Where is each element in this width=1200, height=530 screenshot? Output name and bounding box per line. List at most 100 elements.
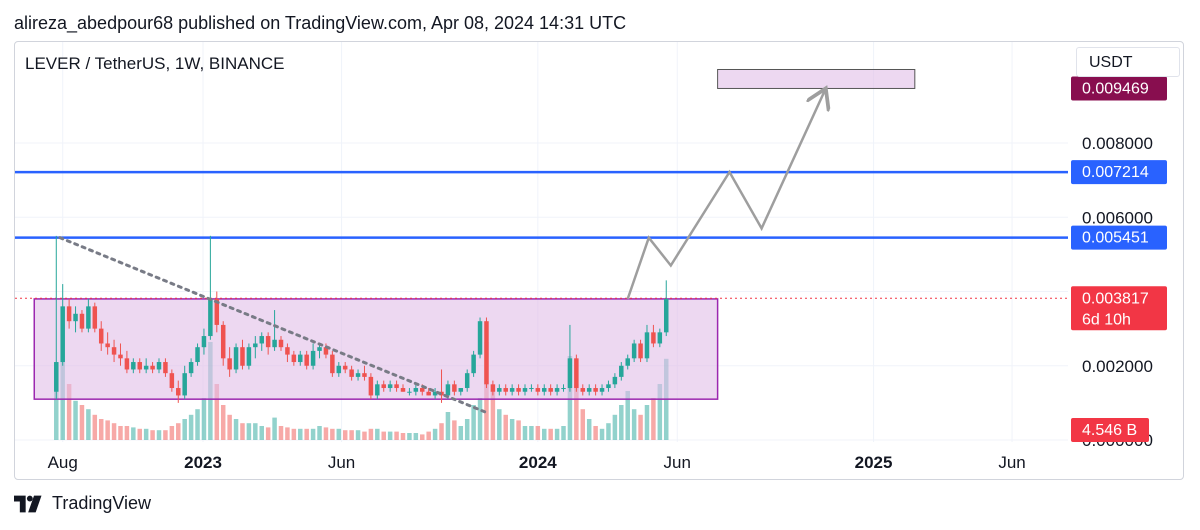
candle-body: [580, 388, 586, 392]
volume-bar: [66, 384, 72, 440]
candle-body: [432, 391, 438, 396]
candle-body: [413, 388, 419, 392]
candle-body: [400, 388, 406, 392]
tradingview-logo-icon: [14, 495, 42, 512]
candle-body: [471, 354, 476, 374]
volume-bar: [163, 430, 168, 440]
candle-body: [182, 373, 187, 396]
volume-bar: [522, 426, 528, 440]
candle-body: [407, 391, 412, 393]
volume-bar: [452, 420, 457, 440]
volume-bar: [638, 414, 643, 440]
volume-bar: [586, 419, 592, 440]
volume-bar: [368, 428, 374, 440]
candle-body: [291, 354, 297, 363]
candle-body: [92, 306, 98, 329]
candle-body: [561, 388, 566, 390]
target-box: [717, 68, 916, 89]
volume-bar: [407, 433, 412, 440]
time-tick-label: Jun: [328, 453, 355, 472]
candle-body: [509, 388, 515, 392]
candles: [54, 235, 669, 403]
volume-bar: [54, 367, 59, 440]
volume-bar: [265, 427, 271, 440]
volume-bar: [400, 433, 406, 440]
candle-body: [253, 343, 258, 348]
volume-bar: [278, 426, 284, 440]
volume-bar: [86, 409, 91, 440]
dotted-trendline: [58, 236, 488, 414]
candle-body: [651, 332, 656, 344]
volume-bar: [188, 414, 194, 440]
price-tick-label: 0.008000: [1082, 134, 1153, 153]
candle-body: [381, 384, 386, 389]
volume-bar: [330, 428, 335, 440]
candle-body: [86, 306, 91, 329]
candle-body: [420, 388, 425, 392]
time-axis: Aug 2023 Jun 2024 Jun 2025 Jun: [48, 453, 1026, 472]
volume-bar: [535, 426, 541, 440]
candle-body: [265, 336, 271, 348]
volume-bar: [413, 433, 419, 440]
volume-bar: [259, 426, 264, 440]
volume-bar: [317, 426, 322, 440]
candle-body: [195, 347, 200, 363]
volume-bar: [375, 428, 380, 440]
candle-body: [586, 388, 592, 392]
candle-body: [503, 388, 508, 392]
candle-body: [452, 384, 457, 392]
tradingview-footer[interactable]: TradingView: [14, 493, 151, 514]
candle-body: [310, 350, 316, 366]
volume-bar: [548, 428, 553, 440]
volume-bar: [355, 430, 361, 440]
candle-body: [644, 332, 650, 359]
price-tag-badge: [1071, 286, 1167, 331]
volume-bar: [529, 426, 534, 440]
price-tag-label: 0.003817: [1082, 290, 1149, 307]
volume-bar: [599, 428, 605, 440]
candle-body: [606, 384, 611, 389]
volume-bar: [92, 414, 98, 440]
time-tick-label: 2025: [855, 453, 893, 472]
publisher-header: alireza_abedpour68 published on TradingV…: [14, 13, 627, 33]
candle-body: [355, 373, 361, 377]
volume-bar: [150, 430, 155, 440]
candle-body: [278, 339, 284, 348]
candle-body: [484, 321, 489, 385]
volume-bar: [298, 428, 303, 440]
candle-body: [349, 369, 354, 377]
candle-body: [220, 324, 226, 359]
candle-body: [137, 362, 142, 370]
candle-body: [105, 343, 110, 348]
candle-body: [240, 347, 245, 366]
candle-body: [111, 347, 117, 355]
candle-body: [368, 376, 374, 396]
drawing-lines: [58, 88, 826, 414]
horizontal-levels: [15, 170, 1068, 299]
volume-bar: [143, 428, 149, 440]
volume-bar: [477, 398, 483, 440]
candle-body: [79, 313, 85, 329]
drawing-boxes: [33, 68, 916, 400]
volume-bar: [214, 384, 220, 440]
candle-body: [143, 365, 149, 370]
volume-bar: [497, 409, 502, 440]
volume-bar: [131, 427, 136, 440]
volume-bar: [432, 428, 438, 440]
volume-bar: [612, 414, 618, 440]
candle-body: [375, 384, 380, 396]
symbol-title: LEVER / TetherUS, 1W, BINANCE: [25, 54, 285, 73]
volume-bar: [420, 434, 425, 440]
volume-bar: [651, 398, 656, 440]
currency-unit-button[interactable]: USDT: [1076, 47, 1180, 77]
candle-body: [214, 298, 220, 325]
candle-body: [323, 347, 329, 355]
candle-body: [156, 362, 162, 370]
volume-bar: [464, 419, 470, 440]
candle-body: [458, 388, 464, 392]
volume-bar: [503, 414, 508, 440]
candle-body: [619, 365, 624, 377]
candle-body: [625, 358, 630, 366]
candle-body: [150, 365, 155, 370]
